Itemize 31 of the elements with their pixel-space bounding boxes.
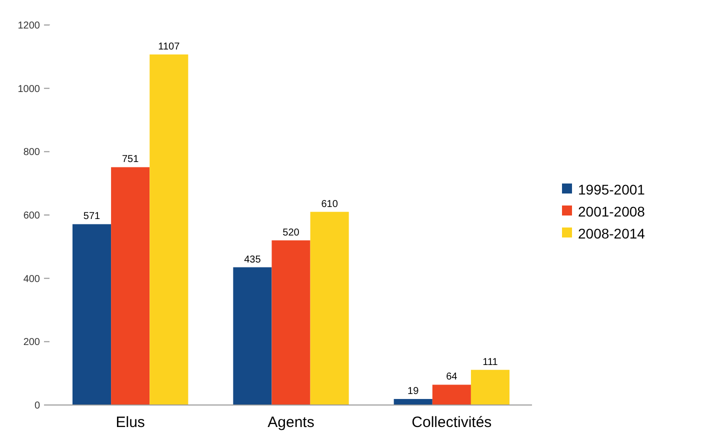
x-tick-label: Collectivités (412, 414, 492, 431)
bar (310, 212, 349, 405)
y-tick-label: 0 (34, 400, 40, 412)
bar (432, 384, 471, 405)
data-label: 751 (122, 154, 140, 166)
x-tick-label: Agents (268, 414, 314, 431)
bar (111, 167, 150, 405)
data-label: 571 (83, 211, 101, 222)
y-tick-label: 800 (23, 147, 40, 158)
y-tick-label: 600 (23, 210, 40, 222)
y-tick-label: 1000 (18, 84, 40, 95)
data-label: 111 (482, 356, 498, 368)
data-label: 435 (244, 254, 262, 266)
y-tick-label: 400 (23, 274, 40, 285)
y-tick-label: 200 (23, 337, 40, 348)
bar (470, 370, 510, 405)
data-label: 64 (446, 372, 458, 383)
data-label: 1107 (158, 41, 180, 52)
x-tick-label: Elus (116, 414, 145, 431)
legend-label: 1995-2001 (578, 181, 646, 198)
data-label: 19 (408, 386, 420, 397)
data-label: 520 (282, 227, 300, 238)
data-label: 610 (321, 198, 338, 210)
bar (150, 54, 188, 405)
y-tick-label: 1200 (18, 20, 40, 32)
bar (272, 240, 310, 405)
bar (72, 224, 112, 405)
legend-label: 2008-2014 (578, 225, 646, 242)
legend-label: 2001-2008 (578, 203, 646, 220)
bar (394, 398, 432, 405)
bar (233, 267, 272, 405)
